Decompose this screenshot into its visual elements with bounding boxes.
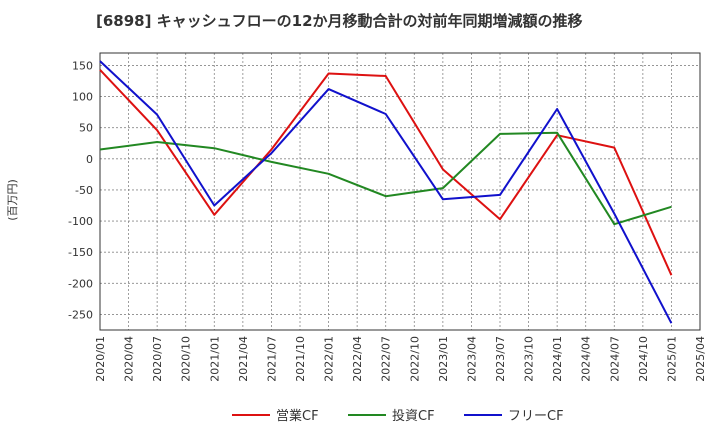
- plot-border: [99, 52, 701, 331]
- x-tick-label: 2022/07: [380, 336, 393, 382]
- x-tick-label: 2021/04: [237, 336, 250, 382]
- x-tick-label: 2022/01: [323, 336, 336, 382]
- x-tick-label: 2021/01: [208, 336, 221, 382]
- x-tick-label: 2021/07: [265, 336, 278, 382]
- chart-title: [6898] キャッシュフローの12か月移動合計の対前年同期増減額の推移: [96, 12, 583, 30]
- x-tick-label: 2024/10: [637, 336, 650, 382]
- x-tick-label: 2024/07: [608, 336, 621, 382]
- x-tick-label: 2023/01: [437, 336, 450, 382]
- plot-frame: [99, 52, 701, 331]
- x-tick-label: 2023/10: [523, 336, 536, 382]
- series-line-投資CF: [99, 131, 672, 226]
- legend-label: フリーCF: [508, 409, 564, 424]
- y-tick-label: 50: [79, 122, 93, 135]
- legend-label: 営業CF: [276, 408, 319, 424]
- x-tick-label: 2020/10: [180, 336, 193, 382]
- series-line-フリーCF: [99, 60, 673, 324]
- series-lines: [99, 60, 673, 324]
- y-tick-label: 0: [86, 153, 93, 166]
- x-tick-label: 2024/01: [551, 336, 564, 382]
- y-tick-label: -50: [75, 184, 93, 197]
- y-axis-ticks: 150 100 50 0 -50 -100 -150 -200 -250: [68, 59, 93, 321]
- x-tick-label: 2021/10: [294, 336, 307, 382]
- x-tick-label: 2025/01: [665, 336, 678, 382]
- x-tick-label: 2022/10: [408, 336, 421, 382]
- y-tick-label: -150: [68, 246, 93, 259]
- y-tick-label: 100: [72, 91, 93, 104]
- series-line-営業CF: [99, 69, 673, 276]
- y-axis-label: (百万円): [6, 179, 19, 221]
- y-tick-label: -200: [68, 277, 93, 290]
- x-tick-label: 2020/01: [94, 336, 107, 382]
- x-tick-label: 2020/04: [123, 336, 136, 382]
- legend: 営業CF 投資CF フリーCF: [232, 408, 564, 424]
- x-tick-label: 2025/04: [694, 336, 707, 382]
- x-axis-ticks: 2020/01 2020/04 2020/07 2020/10 2021/01 2021/…: [94, 336, 707, 382]
- y-tick-label: -100: [68, 215, 93, 228]
- legend-label: 投資CF: [392, 408, 435, 424]
- x-tick-label: 2022/04: [351, 336, 364, 382]
- x-tick-label: 2023/07: [494, 336, 507, 382]
- x-tick-label: 2023/04: [465, 336, 478, 382]
- x-tick-label: 2020/07: [151, 336, 164, 382]
- x-tick-label: 2024/04: [580, 336, 593, 382]
- grid: [99, 53, 701, 330]
- y-tick-label: 150: [72, 59, 93, 72]
- y-tick-label: -250: [68, 308, 93, 321]
